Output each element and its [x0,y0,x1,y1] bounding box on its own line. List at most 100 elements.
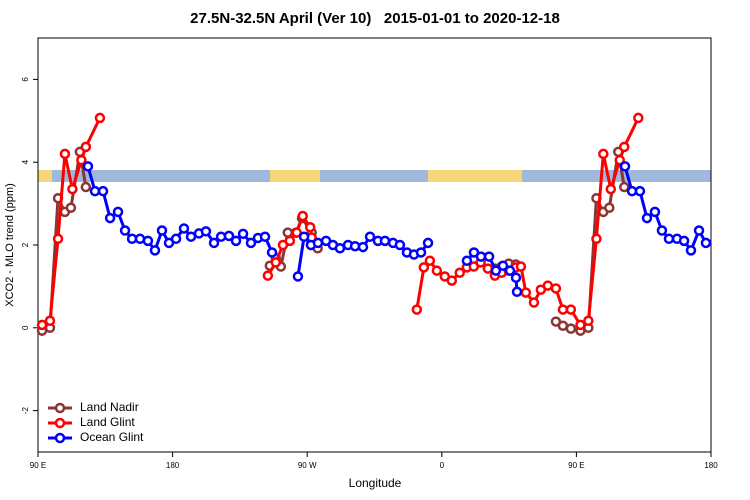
point [411,304,423,315]
series-line [41,117,640,327]
point [262,270,274,281]
point [483,251,495,262]
point [497,260,509,271]
point [112,206,124,218]
point [583,315,594,327]
point [431,265,443,276]
y-tick-label: 0 [21,325,30,330]
x-tick-label: 90 E [30,461,46,470]
legend-marker [54,417,66,429]
point [633,112,644,124]
point [156,225,168,236]
point [298,231,310,242]
point [200,226,212,237]
point [678,235,690,247]
legend-marker [54,402,66,414]
point [565,304,577,315]
point [379,235,391,247]
legend-label: Land Glint [80,415,135,429]
legend-label: Land Nadir [80,400,139,414]
point [364,231,376,242]
point [270,257,282,268]
plot-frame [37,37,712,453]
point [259,231,271,242]
point [422,237,434,249]
point [97,185,109,197]
point [575,319,586,331]
x-tick-label: 180 [704,461,718,470]
point [424,255,436,266]
point [282,227,294,238]
point [208,237,220,249]
point [357,241,369,253]
point [415,247,427,258]
point [334,243,346,254]
point [461,255,473,266]
point [245,237,257,249]
point [634,185,646,197]
x-tick-label: 90 W [298,461,317,470]
point [119,225,131,236]
point [520,287,532,298]
point [230,235,242,247]
point [685,245,697,256]
point [510,272,522,283]
map-strip [38,170,711,182]
point [89,185,101,197]
point [304,221,316,233]
point [641,212,653,224]
y-axis-label: XCO2 - MLO trend (ppm) [4,183,16,306]
point [178,223,190,234]
point [565,323,577,334]
point [170,233,182,245]
point [614,154,626,166]
point [700,237,712,249]
y-tick-label: 4 [21,159,30,164]
point [511,286,523,298]
point [142,235,154,247]
point [52,233,64,245]
point [76,154,87,166]
x-tick-label: 180 [166,461,180,470]
point [94,112,106,124]
point [394,239,406,251]
point [515,261,527,272]
point [528,297,540,308]
y-tick-label: -2 [21,406,30,414]
point [542,280,554,291]
x-tick-label: 90 E [568,461,584,470]
point [80,141,92,153]
point [292,271,304,282]
point [550,283,562,294]
x-axis-label: Longitude [349,476,402,490]
point [693,225,705,236]
point [619,181,630,193]
point [59,148,71,160]
point [237,228,249,240]
y-tick-label: 6 [21,77,30,82]
point [65,202,77,213]
point [223,230,235,242]
point [82,161,94,172]
point [67,183,78,195]
point [454,267,465,278]
legend-marker [54,432,66,444]
point [44,315,56,327]
point [619,141,630,153]
point [149,245,161,256]
point [619,161,631,172]
point [80,181,92,193]
point [591,233,602,245]
point [36,319,48,331]
y-tick-label: 2 [21,242,30,247]
point [482,263,494,274]
point [490,265,502,276]
point [649,206,661,218]
point [418,262,430,273]
point [291,227,302,238]
point [104,212,116,224]
point [605,183,617,195]
point [663,233,675,245]
point [656,225,668,236]
